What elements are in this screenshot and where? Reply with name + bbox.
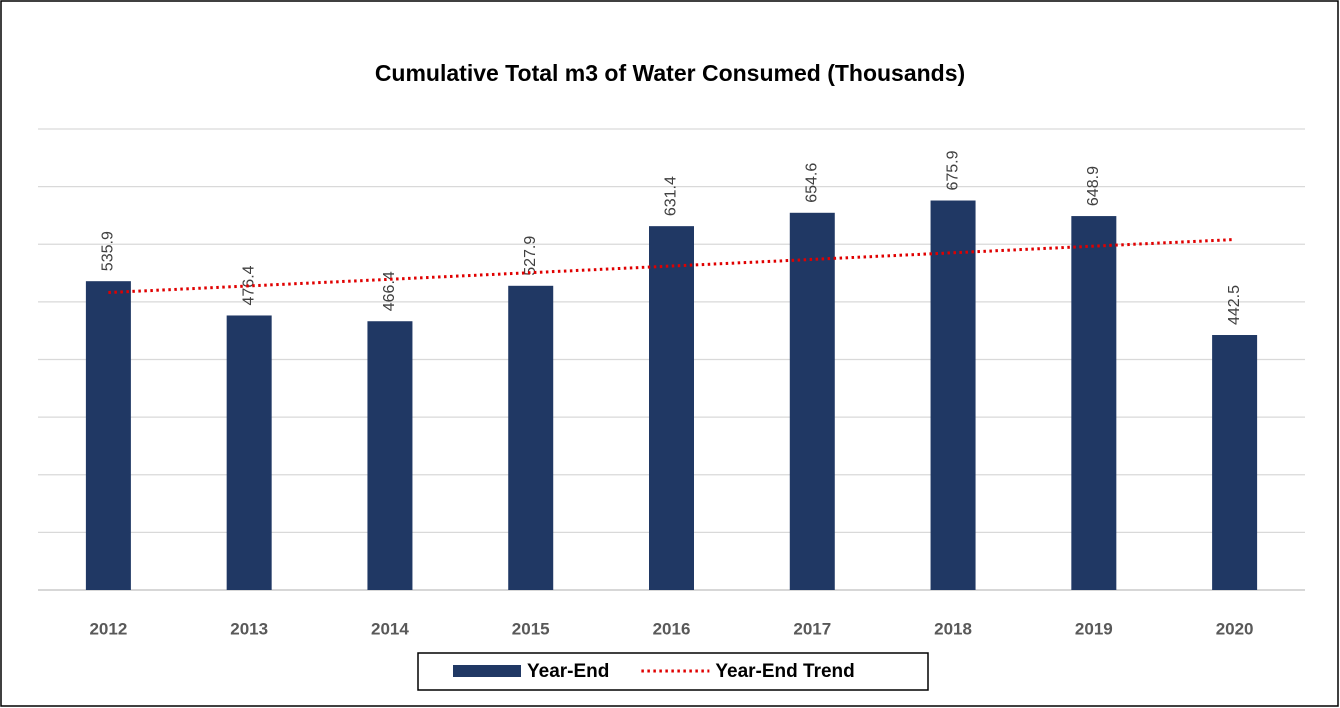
data-label: 527.9	[522, 236, 539, 276]
x-tick-label: 2020	[1216, 619, 1254, 638]
x-tick-label: 2014	[371, 619, 409, 638]
data-label: 675.9	[944, 150, 961, 190]
data-label: 476.4	[240, 265, 257, 305]
bar	[930, 200, 976, 590]
bar	[85, 281, 131, 590]
legend-label: Year-End Trend	[715, 661, 854, 682]
bar	[1071, 216, 1117, 590]
legend-swatch	[453, 665, 521, 677]
trend-line	[108, 238, 1235, 295]
x-tick-label: 2012	[89, 619, 127, 638]
data-label: 466.4	[381, 271, 398, 311]
x-tick-label: 2017	[793, 619, 831, 638]
chart-title: Cumulative Total m3 of Water Consumed (T…	[375, 60, 965, 86]
bar	[508, 285, 554, 590]
data-label: 631.4	[663, 176, 680, 216]
x-tick-label: 2018	[934, 619, 972, 638]
data-label: 442.5	[1226, 285, 1243, 325]
legend-label: Year-End	[527, 661, 609, 682]
bar	[1212, 335, 1258, 590]
x-tick-label: 2019	[1075, 619, 1113, 638]
data-label: 654.6	[803, 163, 820, 203]
x-tick-label: 2013	[230, 619, 268, 638]
x-tick-label: 2016	[653, 619, 691, 638]
bar	[367, 321, 413, 590]
data-label: 648.9	[1085, 166, 1102, 206]
bar	[789, 212, 835, 590]
bar	[226, 315, 272, 590]
bar	[649, 226, 694, 590]
data-label: 535.9	[100, 231, 117, 271]
x-tick-label: 2015	[512, 619, 550, 638]
